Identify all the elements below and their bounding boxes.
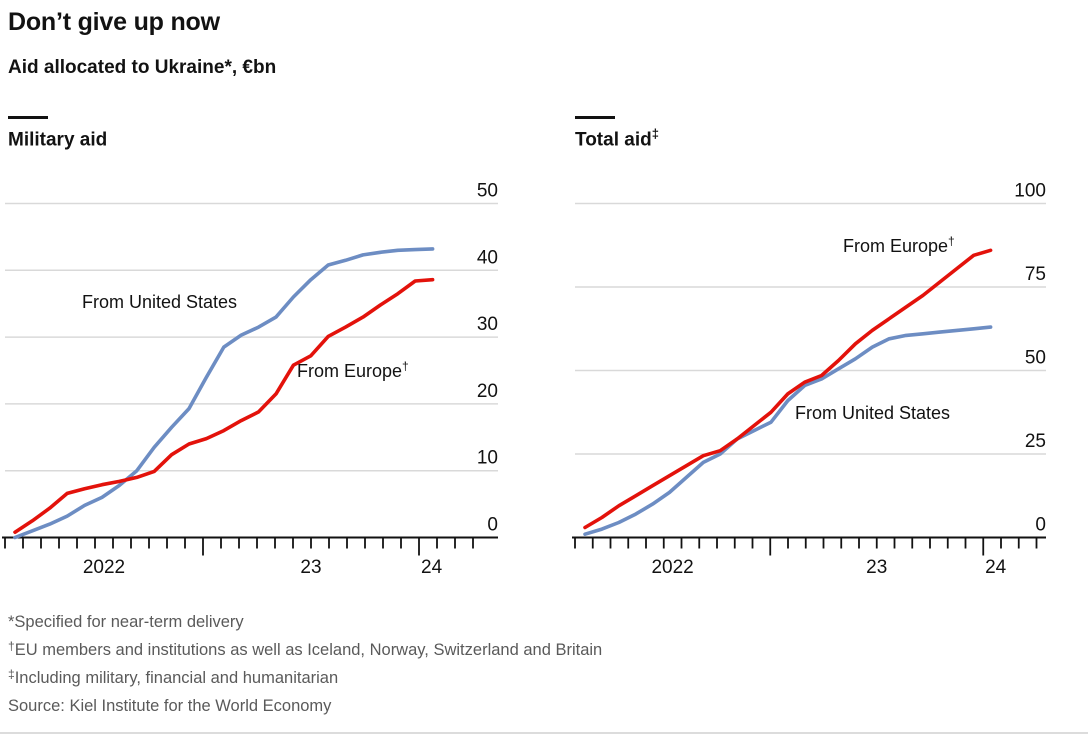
- footnote-marker: *: [8, 613, 15, 631]
- series-label-europe-military-text: From Europe: [297, 361, 403, 381]
- footnote-marker: †: [8, 639, 15, 653]
- series-label-europe-military-sup: †: [402, 359, 409, 373]
- footnote-dagger: †EU members and institutions as well as …: [8, 639, 603, 660]
- panel-title-total-sup: ‡: [651, 126, 659, 141]
- page-title: Don’t give up now: [8, 8, 220, 36]
- series-label-us-military: From United States: [82, 292, 238, 312]
- footnote-asterisk: *Specified for near-term delivery: [8, 613, 244, 632]
- x-year-label-2022: 2022: [83, 557, 125, 578]
- footnote-text: Including military, financial and humani…: [14, 669, 339, 687]
- panel-rule-total: [575, 116, 615, 119]
- panel-title-military: Military aid: [8, 126, 107, 151]
- panel-title-military-text: Military aid: [8, 129, 108, 151]
- x-year-label-23: 23: [300, 557, 321, 578]
- x-year-label-24: 24: [985, 557, 1007, 578]
- line-from-united-states: [583, 325, 993, 537]
- series-label-europe-total: From Europe†: [843, 234, 955, 257]
- y-tick-label-50: 50: [477, 181, 498, 202]
- x-year-label-24: 24: [421, 557, 443, 578]
- series-label-europe-total-text: From Europe: [843, 236, 949, 256]
- x-year-label-23: 23: [866, 557, 887, 578]
- line-from-europe: [13, 277, 435, 535]
- y-tick-label-10: 10: [477, 448, 498, 469]
- series-label-us-total: From United States: [795, 403, 951, 423]
- footnote-marker: ‡: [8, 667, 15, 681]
- y-tick-label-20: 20: [477, 381, 498, 402]
- y-tick-label-0: 0: [487, 515, 498, 536]
- chart-subtitle: Aid allocated to Ukraine*, €bn: [8, 57, 277, 78]
- source-line: Source: Kiel Institute for the World Eco…: [8, 697, 332, 715]
- y-tick-label-75: 75: [1025, 264, 1046, 285]
- panel-title-total: Total aid‡: [575, 126, 659, 151]
- bottom-rule: [0, 732, 1088, 734]
- y-tick-label-30: 30: [477, 314, 498, 335]
- panel-title-total-text: Total aid: [575, 129, 652, 151]
- x-year-label-2022: 2022: [651, 557, 693, 578]
- panel-rule-military: [8, 116, 48, 119]
- footnote-text: EU members and institutions as well as I…: [14, 641, 603, 659]
- series-label-europe-military: From Europe†: [297, 359, 409, 382]
- y-tick-label-50: 50: [1025, 348, 1046, 369]
- series-label-europe-total-sup: †: [948, 234, 955, 248]
- y-tick-label-40: 40: [477, 247, 498, 268]
- line-from-europe: [583, 248, 993, 530]
- footnote-double-dagger: ‡Including military, financial and human…: [8, 667, 339, 688]
- footnote-text: Specified for near-term delivery: [14, 613, 244, 631]
- y-tick-label-25: 25: [1025, 431, 1046, 452]
- y-tick-label-0: 0: [1035, 515, 1046, 536]
- line-from-united-states: [13, 247, 435, 540]
- y-tick-label-100: 100: [1014, 181, 1046, 202]
